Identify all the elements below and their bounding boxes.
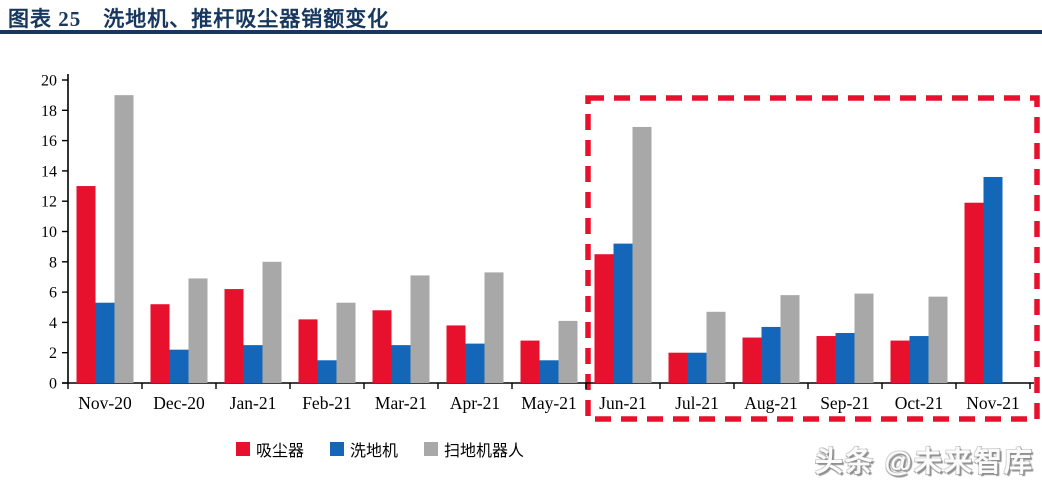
bar-吸尘器-Jun-21 bbox=[594, 254, 614, 383]
bar-扫地机器人-Apr-21 bbox=[484, 272, 504, 383]
legend-label: 吸尘器 bbox=[255, 443, 304, 460]
bar-吸尘器-Nov-21 bbox=[964, 202, 984, 383]
bar-吸尘器-Jan-21 bbox=[224, 289, 244, 383]
x-category-label: Jun-21 bbox=[599, 393, 647, 413]
bar-扫地机器人-May-21 bbox=[558, 320, 578, 383]
x-category-label: Sep-21 bbox=[820, 393, 870, 413]
bar-吸尘器-Mar-21 bbox=[372, 310, 392, 383]
bar-洗地机-Oct-21 bbox=[909, 336, 929, 383]
bar-洗地机-Nov-20 bbox=[95, 302, 115, 383]
y-tick-label: 18 bbox=[41, 103, 57, 120]
bar-扫地机器人-Dec-20 bbox=[188, 278, 208, 383]
bar-吸尘器-Oct-21 bbox=[890, 340, 910, 383]
bar-扫地机器人-Jun-21 bbox=[632, 126, 652, 383]
bar-吸尘器-Dec-20 bbox=[150, 304, 170, 383]
y-tick-label: 2 bbox=[49, 345, 57, 362]
bar-洗地机-Aug-21 bbox=[761, 326, 781, 383]
bar-吸尘器-Aug-21 bbox=[742, 337, 762, 383]
bar-吸尘器-Nov-20 bbox=[76, 186, 96, 383]
x-category-label: Nov-20 bbox=[78, 393, 132, 413]
title-rule bbox=[0, 30, 1042, 34]
y-tick-label: 20 bbox=[41, 73, 57, 90]
y-tick-label: 14 bbox=[41, 163, 57, 180]
x-category-label: Nov-21 bbox=[966, 393, 1019, 413]
x-category-label: Jan-21 bbox=[230, 393, 277, 413]
x-category-label: Aug-21 bbox=[744, 393, 797, 413]
bar-扫地机器人-Mar-21 bbox=[410, 275, 430, 383]
y-tick-label: 8 bbox=[49, 254, 57, 271]
x-category-label: Jul-21 bbox=[675, 393, 719, 413]
legend-item-扫地机器人: 扫地机器人 bbox=[424, 437, 524, 461]
legend-item-吸尘器: 吸尘器 bbox=[235, 437, 304, 461]
bar-扫地机器人-Nov-20 bbox=[114, 95, 134, 384]
bar-洗地机-Mar-21 bbox=[391, 345, 411, 383]
y-tick-label: 4 bbox=[49, 315, 57, 332]
y-tick-label: 16 bbox=[41, 133, 57, 150]
x-category-label: Mar-21 bbox=[375, 393, 427, 413]
legend-swatch bbox=[424, 442, 438, 456]
bar-洗地机-Jun-21 bbox=[613, 243, 633, 383]
bar-chart: 0 2 4 6 8 10 12 14 16 18 20 Nov-20 Dec-20 Jan-21 Feb-2… bbox=[41, 73, 1040, 422]
bar-洗地机-Apr-21 bbox=[465, 343, 485, 383]
bar-洗地机-Sep-21 bbox=[835, 333, 855, 383]
x-category-label: Oct-21 bbox=[895, 393, 944, 413]
highlight-box bbox=[585, 95, 1040, 422]
bar-扫地机器人-Jan-21 bbox=[262, 261, 282, 383]
bar-扫地机器人-Oct-21 bbox=[928, 296, 948, 383]
legend-item-洗地机: 洗地机 bbox=[329, 437, 398, 461]
bar-吸尘器-Apr-21 bbox=[446, 325, 466, 383]
bar-吸尘器-May-21 bbox=[520, 340, 540, 383]
y-tick-label: 0 bbox=[49, 376, 57, 393]
bar-洗地机-Jul-21 bbox=[687, 352, 707, 383]
bar-吸尘器-Jul-21 bbox=[668, 352, 688, 383]
x-category-label: Apr-21 bbox=[450, 393, 500, 413]
bar-洗地机-Feb-21 bbox=[317, 360, 337, 383]
legend-label: 洗地机 bbox=[349, 443, 398, 460]
bar-扫地机器人-Sep-21 bbox=[854, 293, 874, 383]
x-category-label: Dec-20 bbox=[153, 393, 205, 413]
y-tick-label: 12 bbox=[41, 194, 57, 211]
legend-label: 扫地机器人 bbox=[444, 443, 525, 460]
bar-扫地机器人-Aug-21 bbox=[780, 295, 800, 383]
bar-扫地机器人-Feb-21 bbox=[336, 302, 356, 383]
x-category-label: May-21 bbox=[521, 393, 576, 413]
bar-扫地机器人-Jul-21 bbox=[706, 311, 726, 383]
legend: 吸尘器 洗地机 扫地机器人 bbox=[0, 437, 760, 461]
chart-title: 图表 25 洗地机、推杆吸尘器销额变化 bbox=[8, 7, 390, 31]
y-tick-label: 10 bbox=[41, 224, 57, 241]
bar-洗地机-May-21 bbox=[539, 360, 559, 383]
bar-吸尘器-Sep-21 bbox=[816, 336, 836, 383]
bar-洗地机-Jan-21 bbox=[243, 345, 263, 383]
watermark: 头条 @未来智库 bbox=[814, 446, 1034, 477]
x-category-label: Feb-21 bbox=[302, 393, 352, 413]
legend-swatch bbox=[329, 442, 344, 456]
y-tick-label: 6 bbox=[49, 285, 57, 302]
legend-swatch bbox=[235, 442, 250, 456]
bar-chart-canvas: 0 2 4 6 8 10 12 14 16 18 20 Nov-20 Dec-20 Jan-21 Feb-2… bbox=[41, 73, 1040, 422]
bar-洗地机-Nov-21 bbox=[983, 176, 1003, 383]
bar-洗地机-Dec-20 bbox=[169, 349, 189, 383]
bar-吸尘器-Feb-21 bbox=[298, 319, 318, 383]
